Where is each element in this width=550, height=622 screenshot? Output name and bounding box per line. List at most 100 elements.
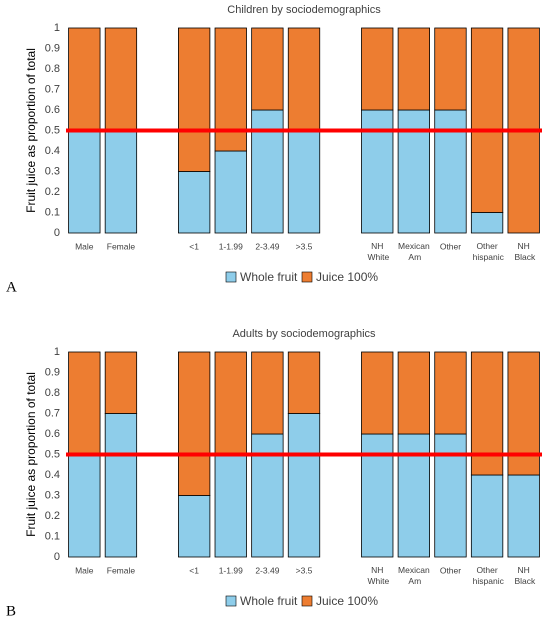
x-tick-label: >3.5	[296, 241, 313, 251]
bar-segment	[397, 109, 430, 234]
bar-segment	[68, 130, 101, 234]
y-axis-label: Fruit juice as proportion of total	[24, 372, 38, 537]
bar-segment	[470, 474, 504, 558]
y-tick-label: 0	[54, 227, 60, 239]
y-tick-label: 0.9	[45, 366, 60, 378]
x-tick-label: Other hispanic	[470, 241, 504, 262]
x-tick-label: Female	[107, 565, 136, 575]
y-tick-label: 0.8	[45, 387, 60, 399]
x-tick-label: <1	[189, 241, 199, 251]
y-tick-label: 1	[54, 22, 60, 34]
legend-swatch	[225, 271, 237, 283]
bar-segment	[470, 351, 504, 476]
y-tick-label: 0.5	[45, 124, 60, 136]
bar-segment	[104, 351, 138, 414]
bar-segment	[361, 109, 394, 234]
legend-swatch	[301, 595, 313, 607]
bar-segment	[214, 351, 247, 455]
x-tick-label: NH Black	[512, 565, 536, 586]
x-tick-label: Male	[75, 241, 94, 251]
x-tick-label: 2-3.49	[255, 241, 279, 251]
bar-segment	[361, 433, 394, 558]
bar-segment	[434, 433, 467, 558]
x-tick-label: 2-3.49	[255, 565, 279, 575]
x-tick-label: Mexican Am	[398, 241, 430, 262]
legend-label: Juice 100%	[316, 594, 378, 608]
bar-segment	[178, 495, 211, 558]
bar-segment	[178, 27, 211, 172]
bar-segment	[287, 413, 321, 558]
bar-segment	[251, 351, 284, 435]
bar-segment	[251, 109, 284, 234]
x-tick-label: Other	[440, 565, 461, 575]
y-tick-label: 0.7	[45, 407, 60, 419]
bar-segment	[397, 27, 430, 111]
bar-segment	[470, 212, 504, 234]
panel-label: B	[6, 603, 16, 619]
y-tick-label: 0.6	[45, 428, 60, 440]
bar-segment	[178, 171, 211, 234]
x-tick-label: Female	[107, 241, 136, 251]
y-tick-label: 0.4	[45, 145, 60, 157]
chart-title: Adults by sociodemographics	[232, 328, 376, 340]
bar-segment	[104, 130, 138, 234]
chart-title: Children by sociodemographics	[227, 4, 381, 16]
panel-label: A	[6, 279, 17, 295]
y-tick-label: 0.2	[45, 186, 60, 198]
bar-segment	[361, 351, 394, 435]
bar-segment	[507, 474, 540, 558]
y-tick-label: 0.1	[45, 530, 60, 542]
bar-segment	[507, 351, 540, 476]
bar-segment	[470, 27, 504, 213]
y-tick-label: 0.7	[45, 83, 60, 95]
bar-segment	[251, 27, 284, 111]
legend-swatch	[301, 271, 313, 283]
bar-segment	[214, 150, 247, 234]
legend-label: Juice 100%	[316, 270, 378, 284]
bar-segment	[178, 351, 211, 496]
x-tick-label: Male	[75, 565, 94, 575]
bar-segment	[287, 130, 321, 234]
bar-segment	[214, 454, 247, 558]
y-tick-label: 0	[54, 551, 60, 563]
y-tick-label: 1	[54, 346, 60, 358]
bar-segment	[287, 27, 321, 131]
bar-segment	[434, 27, 467, 111]
bar-segment	[104, 27, 138, 131]
y-tick-label: 0.3	[45, 165, 60, 177]
x-tick-label: 1-1.99	[219, 565, 243, 575]
bar-segment	[68, 27, 101, 131]
legend-label: Whole fruit	[240, 270, 298, 284]
y-tick-label: 0.2	[45, 510, 60, 522]
y-tick-label: 0.3	[45, 489, 60, 501]
y-axis-label: Fruit juice as proportion of total	[24, 48, 38, 213]
legend-label: Whole fruit	[240, 594, 298, 608]
bar-segment	[214, 27, 247, 152]
bar-segment	[104, 413, 138, 558]
x-tick-label: Mexican Am	[398, 565, 430, 586]
bar-segment	[397, 351, 430, 435]
bar-segment	[361, 27, 394, 111]
bar-segment	[434, 109, 467, 234]
bar-segment	[68, 351, 101, 455]
x-tick-label: NH Black	[512, 241, 536, 262]
x-tick-label: 1-1.99	[219, 241, 243, 251]
x-tick-label: Other hispanic	[470, 565, 504, 586]
bar-segment	[434, 351, 467, 435]
x-tick-label: Other	[440, 241, 461, 251]
legend-swatch	[225, 595, 237, 607]
y-tick-label: 0.4	[45, 469, 60, 481]
bar-segment	[68, 454, 101, 558]
bar-segment	[287, 351, 321, 414]
bar-segment	[251, 433, 284, 558]
x-tick-label: NH White	[365, 241, 389, 262]
x-tick-label: NH White	[365, 565, 389, 586]
y-tick-label: 0.1	[45, 206, 60, 218]
y-tick-label: 0.5	[45, 448, 60, 460]
x-tick-label: >3.5	[296, 565, 313, 575]
y-tick-label: 0.6	[45, 104, 60, 116]
bar-segment	[397, 433, 430, 558]
y-tick-label: 0.8	[45, 63, 60, 75]
y-tick-label: 0.9	[45, 42, 60, 54]
